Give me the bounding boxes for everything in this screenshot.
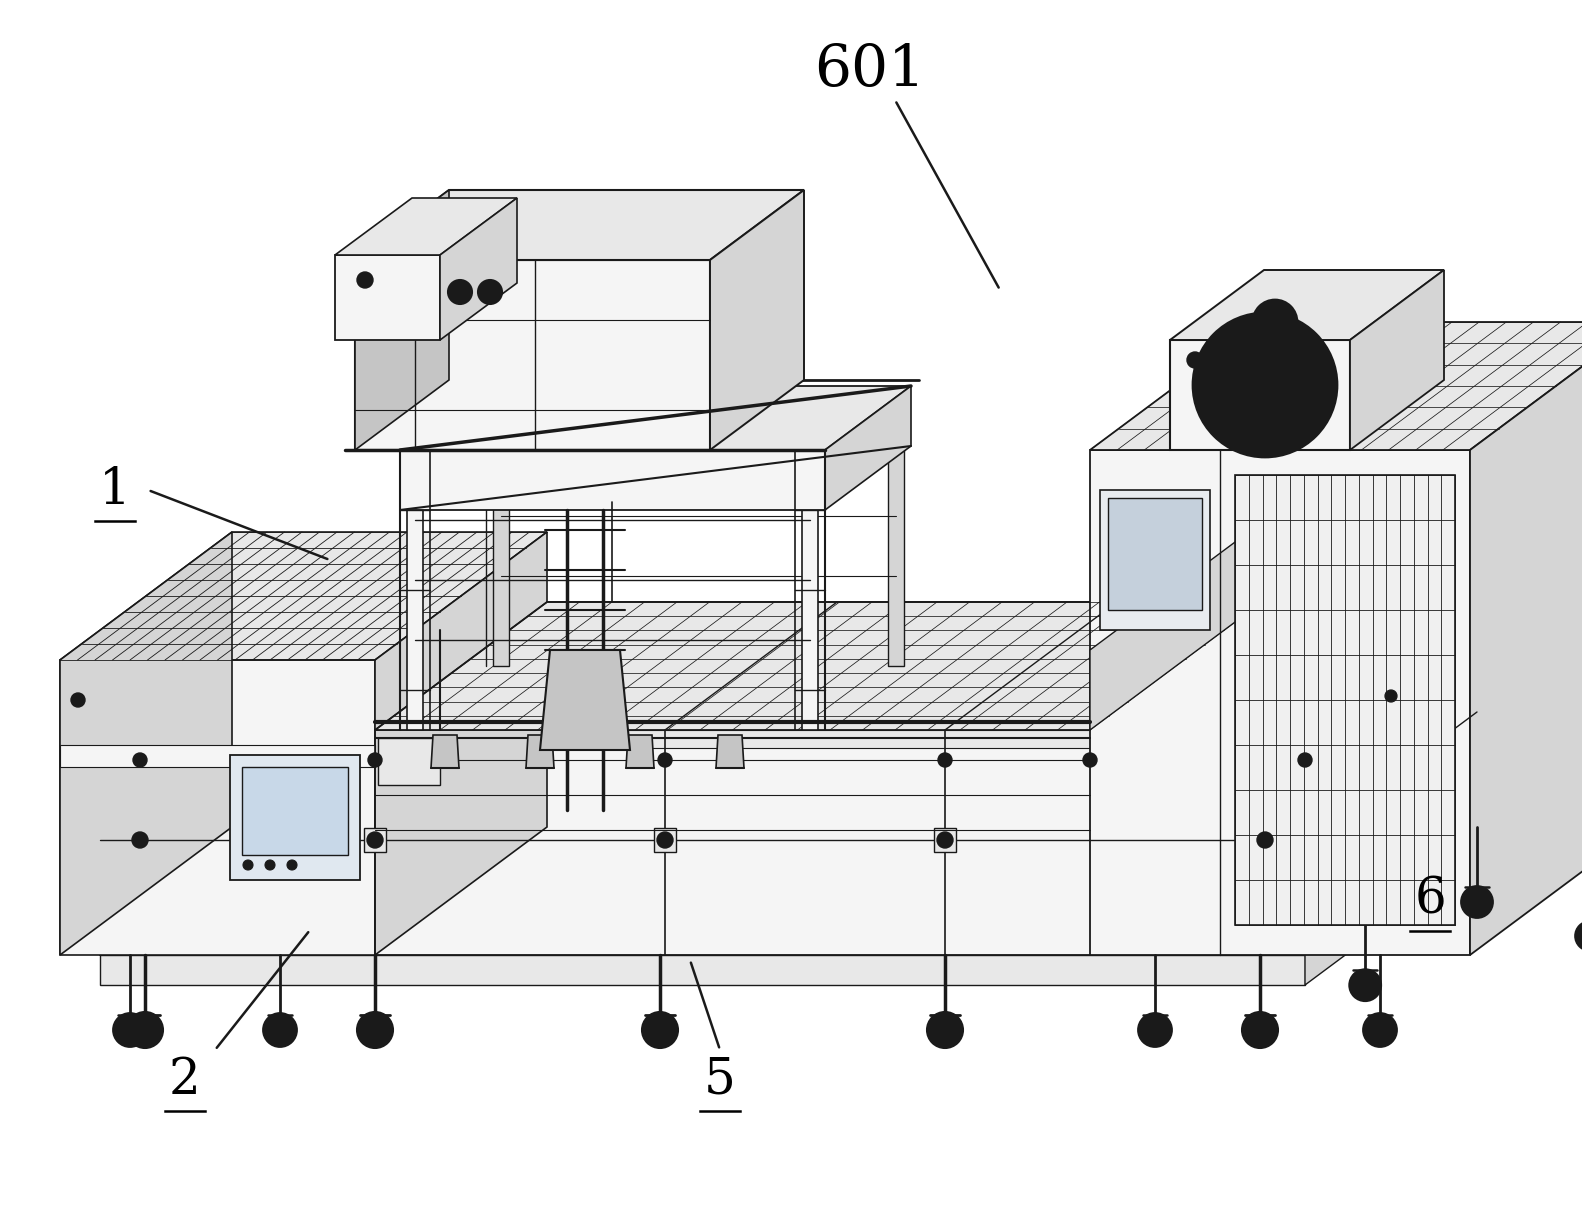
Circle shape — [112, 1013, 147, 1048]
Circle shape — [478, 279, 501, 304]
Circle shape — [937, 1022, 952, 1038]
Polygon shape — [430, 735, 459, 768]
Polygon shape — [354, 260, 710, 451]
Circle shape — [266, 860, 275, 870]
Polygon shape — [100, 730, 1305, 955]
Circle shape — [358, 272, 373, 288]
Circle shape — [1349, 969, 1381, 1001]
Circle shape — [1253, 373, 1277, 398]
Circle shape — [1261, 308, 1289, 336]
Circle shape — [71, 693, 85, 707]
Polygon shape — [375, 602, 1262, 730]
Polygon shape — [1090, 323, 1582, 451]
Polygon shape — [400, 451, 824, 510]
Circle shape — [1576, 921, 1582, 952]
Circle shape — [131, 832, 149, 848]
Circle shape — [1251, 1022, 1269, 1038]
Polygon shape — [100, 955, 1305, 985]
Polygon shape — [60, 532, 233, 955]
Polygon shape — [335, 255, 440, 340]
Polygon shape — [375, 532, 547, 955]
Polygon shape — [1090, 451, 1470, 955]
Circle shape — [367, 1022, 383, 1038]
Polygon shape — [1171, 270, 1444, 340]
Text: 601: 601 — [815, 42, 925, 98]
Polygon shape — [1099, 490, 1210, 630]
Circle shape — [1253, 300, 1297, 343]
Text: 2: 2 — [169, 1055, 201, 1104]
Polygon shape — [400, 387, 911, 451]
Polygon shape — [1470, 323, 1582, 955]
Polygon shape — [626, 735, 653, 768]
Text: 1: 1 — [100, 465, 131, 515]
Polygon shape — [1236, 475, 1455, 924]
Polygon shape — [888, 446, 903, 666]
Polygon shape — [60, 532, 547, 660]
Circle shape — [138, 1022, 153, 1038]
Polygon shape — [242, 767, 348, 856]
Circle shape — [244, 860, 253, 870]
Polygon shape — [525, 735, 554, 768]
Circle shape — [1217, 352, 1232, 368]
Circle shape — [1297, 753, 1311, 767]
Polygon shape — [802, 510, 818, 730]
Polygon shape — [1090, 522, 1262, 730]
Polygon shape — [354, 190, 449, 451]
Polygon shape — [933, 828, 956, 852]
Circle shape — [1193, 313, 1337, 457]
Circle shape — [658, 753, 672, 767]
Circle shape — [263, 1013, 297, 1048]
Polygon shape — [539, 650, 630, 750]
Text: 5: 5 — [704, 1055, 736, 1104]
Circle shape — [133, 753, 147, 767]
Polygon shape — [1349, 270, 1444, 451]
Circle shape — [369, 753, 381, 767]
Polygon shape — [653, 828, 676, 852]
Polygon shape — [60, 745, 375, 767]
Polygon shape — [710, 190, 804, 451]
Circle shape — [1210, 330, 1319, 439]
Polygon shape — [60, 660, 375, 955]
Circle shape — [367, 832, 383, 848]
Polygon shape — [1305, 827, 1478, 985]
Polygon shape — [100, 730, 1305, 748]
Circle shape — [1364, 1013, 1397, 1048]
Circle shape — [938, 753, 952, 767]
Polygon shape — [335, 198, 517, 255]
Circle shape — [1258, 832, 1274, 848]
Polygon shape — [824, 387, 911, 510]
Circle shape — [657, 832, 672, 848]
Polygon shape — [1171, 340, 1349, 451]
Circle shape — [1242, 1012, 1278, 1048]
Polygon shape — [364, 828, 386, 852]
Circle shape — [1084, 753, 1096, 767]
Polygon shape — [354, 190, 804, 260]
Circle shape — [286, 860, 297, 870]
Circle shape — [127, 1012, 163, 1048]
Circle shape — [1462, 886, 1493, 918]
Circle shape — [1137, 1013, 1172, 1048]
Polygon shape — [717, 735, 744, 768]
Circle shape — [652, 1022, 668, 1038]
Circle shape — [642, 1012, 679, 1048]
Polygon shape — [440, 198, 517, 340]
Circle shape — [937, 832, 952, 848]
Polygon shape — [1305, 602, 1478, 955]
Polygon shape — [494, 446, 509, 666]
Circle shape — [448, 279, 471, 304]
Circle shape — [1186, 352, 1202, 368]
Text: 6: 6 — [1414, 875, 1446, 924]
Polygon shape — [407, 510, 422, 730]
Polygon shape — [378, 739, 440, 785]
Circle shape — [927, 1012, 963, 1048]
Circle shape — [1240, 359, 1289, 410]
Circle shape — [358, 1012, 392, 1048]
Polygon shape — [100, 602, 1478, 730]
Polygon shape — [229, 755, 361, 880]
Circle shape — [1384, 691, 1397, 702]
Polygon shape — [1107, 499, 1202, 611]
Polygon shape — [1305, 602, 1478, 748]
